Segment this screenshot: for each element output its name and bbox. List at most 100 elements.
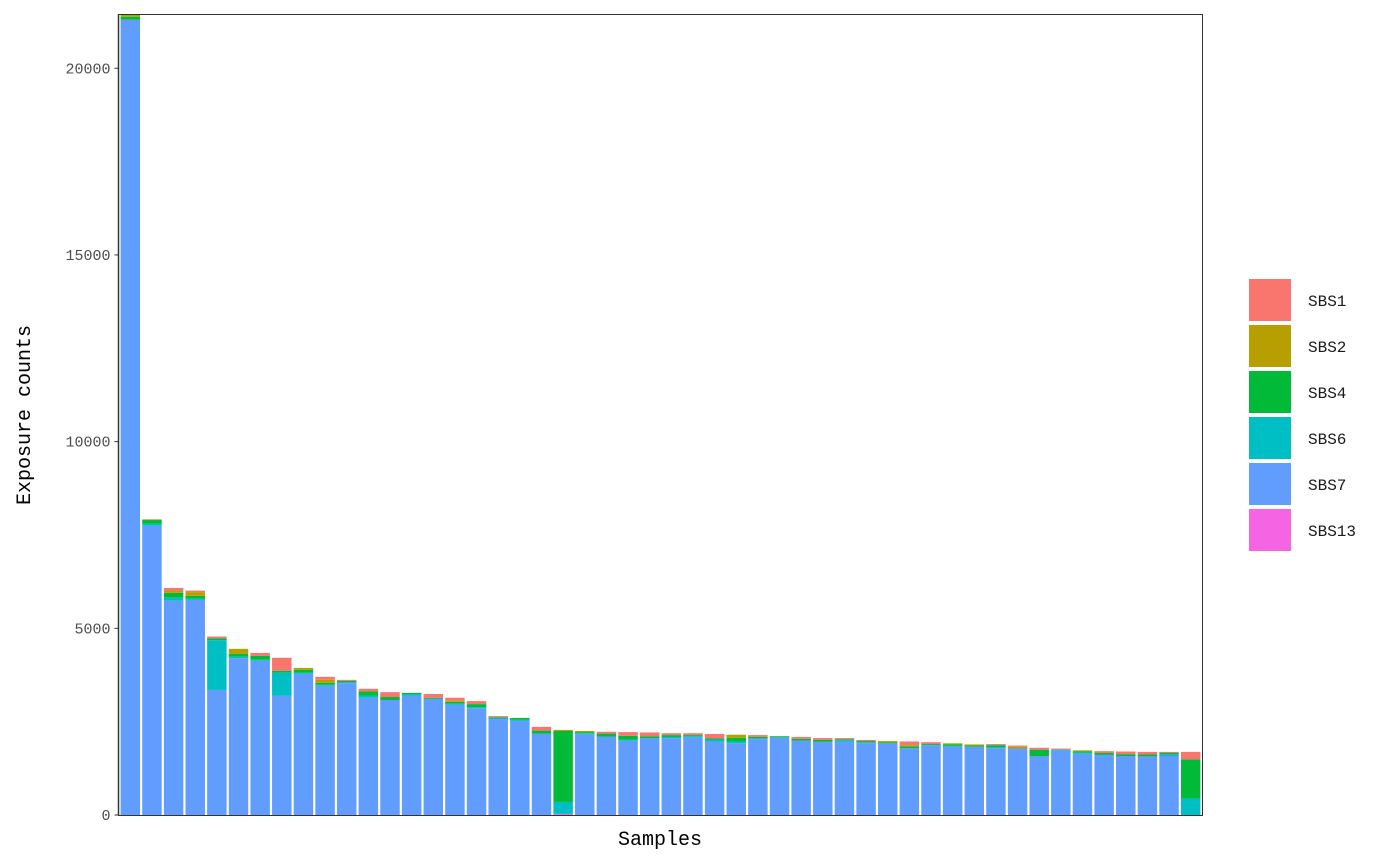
legend-label: SBS1 xyxy=(1308,293,1346,311)
bar-segment-sbs2 xyxy=(163,590,184,593)
bar-sample-1 xyxy=(120,14,141,815)
bar-segment-sbs2 xyxy=(553,729,573,731)
bar-segment-sbs6 xyxy=(272,672,292,696)
bar-sample-11 xyxy=(336,679,357,815)
bar-segment-sbs2 xyxy=(964,744,985,746)
bar-segment-sbs2 xyxy=(445,700,465,702)
bar-segment-sbs7 xyxy=(401,695,422,815)
bar-segment-sbs6 xyxy=(1159,754,1179,757)
bar-sample-41 xyxy=(986,744,1006,815)
bar-sample-7 xyxy=(250,652,270,815)
bar-sample-47 xyxy=(1116,751,1136,815)
bar-segment-sbs6 xyxy=(1051,749,1071,751)
bar-segment-sbs7 xyxy=(250,660,270,815)
bar-segment-sbs13 xyxy=(553,813,573,815)
bar-segment-sbs4 xyxy=(942,744,963,746)
legend-label: SBS13 xyxy=(1308,523,1356,541)
bar-segment-sbs6 xyxy=(207,640,227,690)
bar-segment-sbs4 xyxy=(315,682,335,685)
bar-segment-sbs4 xyxy=(834,739,855,741)
bar-segment-sbs6 xyxy=(293,672,314,674)
bar-sample-29 xyxy=(726,734,746,815)
bar-segment-sbs4 xyxy=(1029,749,1049,757)
bar-segment-sbs2 xyxy=(1007,746,1028,749)
bar-sample-44 xyxy=(1051,748,1071,815)
bar-sample-17 xyxy=(466,701,487,815)
bar-segment-sbs4 xyxy=(120,16,141,20)
bar-sample-31 xyxy=(769,736,790,815)
bar-segment-sbs6 xyxy=(250,659,270,661)
legend-item-sbs1: SBS1 xyxy=(1249,279,1346,321)
bar-segment-sbs1 xyxy=(358,688,379,692)
bar-sample-50 xyxy=(1180,751,1201,815)
bar-segment-sbs2 xyxy=(315,679,335,683)
bar-segment-sbs6 xyxy=(1072,752,1093,754)
bar-segment-sbs4 xyxy=(510,717,530,720)
bar-segment-sbs1 xyxy=(272,657,292,671)
legend-swatch xyxy=(1249,463,1291,505)
bar-segment-sbs1 xyxy=(1116,751,1136,755)
bar-sample-13 xyxy=(380,692,400,815)
bar-segment-sbs6 xyxy=(466,707,487,709)
bar-segment-sbs7 xyxy=(899,748,920,815)
bar-segment-sbs1 xyxy=(813,738,833,740)
bar-segment-sbs4 xyxy=(1159,753,1179,755)
bar-segment-sbs1 xyxy=(1029,747,1049,750)
bar-sample-30 xyxy=(748,735,768,815)
bar-sample-42 xyxy=(1007,745,1028,815)
bar-segment-sbs6 xyxy=(358,695,379,698)
bar-segment-sbs6 xyxy=(575,733,595,735)
bar-segment-sbs6 xyxy=(163,597,184,601)
bar-segment-sbs4 xyxy=(553,730,573,802)
bar-segment-sbs7 xyxy=(856,743,876,815)
bar-sample-14 xyxy=(401,692,422,815)
legend: SBS1 SBS2 SBS4 SBS6 SBS7 SBS13 xyxy=(1249,279,1356,551)
bar-segment-sbs7 xyxy=(1051,750,1071,815)
bar-sample-16 xyxy=(445,697,465,815)
bar-segment-sbs2 xyxy=(1072,750,1093,752)
bar-segment-sbs2 xyxy=(877,741,898,743)
bar-segment-sbs7 xyxy=(596,736,617,815)
bar-segment-sbs2 xyxy=(942,743,963,745)
bar-segment-sbs7 xyxy=(1094,754,1114,815)
bar-sample-35 xyxy=(856,739,876,815)
bar-sample-45 xyxy=(1072,750,1093,815)
bar-sample-36 xyxy=(877,741,898,815)
bar-segment-sbs4 xyxy=(1116,754,1136,757)
bar-segment-sbs7 xyxy=(445,704,465,815)
bar-segment-sbs7 xyxy=(423,698,444,815)
bar-segment-sbs1 xyxy=(618,732,638,736)
bar-segment-sbs7 xyxy=(748,739,768,815)
bar-segment-sbs7 xyxy=(336,683,357,815)
bar-segment-sbs4 xyxy=(1137,754,1158,757)
bar-segment-sbs7 xyxy=(726,743,746,815)
bar-segment-sbs2 xyxy=(726,734,746,738)
bar-segment-sbs1 xyxy=(1051,748,1071,750)
bar-segment-sbs7 xyxy=(877,743,898,815)
bar-segment-sbs4 xyxy=(704,738,725,740)
legend-label: SBS2 xyxy=(1308,339,1346,357)
bars-group xyxy=(120,14,1201,815)
bar-segment-sbs7 xyxy=(185,599,205,815)
bar-segment-sbs4 xyxy=(250,655,270,660)
bar-segment-sbs1 xyxy=(921,742,941,745)
bar-sample-22 xyxy=(575,730,595,815)
bar-sample-43 xyxy=(1029,747,1049,815)
legend-label: SBS6 xyxy=(1308,431,1346,449)
bar-segment-sbs6 xyxy=(142,523,162,526)
bar-segment-sbs1 xyxy=(1180,751,1201,760)
bar-sample-9 xyxy=(293,667,314,815)
bar-segment-sbs7 xyxy=(575,734,595,815)
bar-segment-sbs6 xyxy=(834,740,855,742)
bar-segment-sbs6 xyxy=(618,739,638,741)
bar-segment-sbs7 xyxy=(964,746,985,815)
legend-swatch xyxy=(1249,509,1291,551)
bar-segment-sbs4 xyxy=(791,738,811,741)
bar-segment-sbs7 xyxy=(942,746,963,815)
bar-segment-sbs6 xyxy=(488,717,508,720)
bar-segment-sbs7 xyxy=(986,748,1006,815)
bar-segment-sbs4 xyxy=(683,735,703,737)
bar-sample-23 xyxy=(596,731,617,815)
bar-segment-sbs1 xyxy=(596,731,617,734)
bar-segment-sbs4 xyxy=(531,730,552,734)
